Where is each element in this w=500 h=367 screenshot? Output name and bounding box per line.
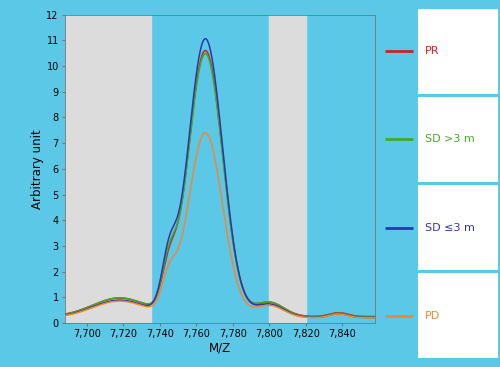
X-axis label: M/Z: M/Z [209, 342, 231, 355]
Text: SD >3 m: SD >3 m [425, 134, 475, 145]
Text: PR: PR [425, 46, 440, 57]
Bar [269, 15, 306, 323]
Text: SD ≤3 m: SD ≤3 m [425, 222, 475, 233]
Y-axis label: Arbitrary unit: Arbitrary unit [30, 129, 44, 209]
Bar [65, 15, 150, 323]
Text: PD: PD [425, 310, 440, 321]
